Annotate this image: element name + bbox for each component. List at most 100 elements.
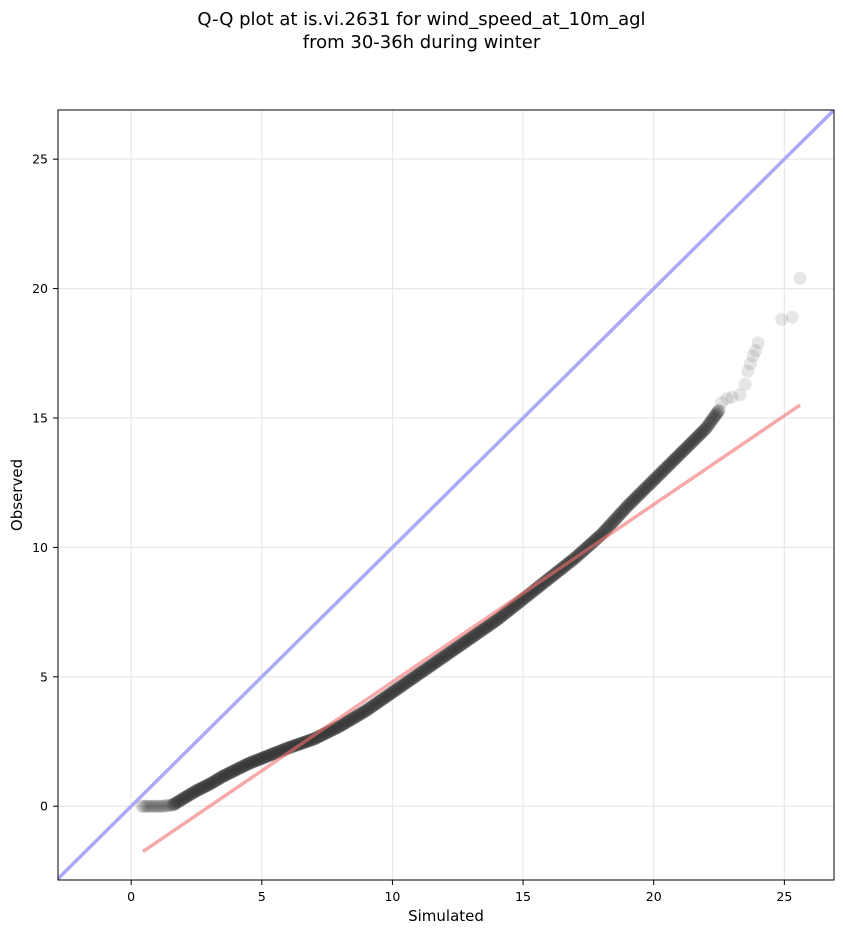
data-point: [374, 693, 388, 707]
data-point: [673, 447, 687, 461]
data-point: [255, 751, 269, 765]
data-point: [205, 776, 219, 790]
data-point: [385, 685, 399, 699]
data-point: [492, 611, 506, 625]
data-point: [584, 537, 598, 551]
data-point: [711, 405, 725, 419]
data-point: [619, 501, 633, 515]
data-point: [603, 518, 617, 532]
data-point: [480, 620, 494, 634]
data-point-tail: [749, 344, 763, 358]
data-point: [411, 668, 425, 682]
data-point: [179, 790, 193, 804]
data-point: [616, 504, 630, 518]
data-point: [265, 747, 279, 761]
data-point: [477, 622, 491, 636]
data-point: [695, 425, 709, 439]
data-point: [375, 692, 389, 706]
data-point-tail: [743, 357, 757, 371]
data-point: [203, 777, 217, 791]
x-tick-label-0: 0: [127, 889, 135, 904]
data-point: [613, 507, 627, 521]
data-point: [227, 764, 241, 778]
data-point: [219, 768, 233, 782]
data-point: [157, 799, 171, 813]
data-point: [169, 796, 183, 810]
data-point: [706, 411, 720, 425]
data-point: [641, 479, 655, 493]
data-point: [454, 638, 468, 652]
identity-line: [58, 110, 834, 880]
data-point: [674, 446, 688, 460]
data-point: [399, 676, 413, 690]
data-point: [167, 797, 181, 811]
data-point: [189, 784, 203, 798]
data-point: [418, 663, 432, 677]
data-point: [191, 783, 205, 797]
data-point: [621, 499, 635, 513]
data-point: [618, 502, 632, 516]
data-point: [407, 670, 421, 684]
data-point: [624, 495, 638, 509]
data-point: [346, 711, 360, 725]
data-point: [343, 713, 357, 727]
data-point: [175, 793, 189, 807]
data-point: [237, 759, 251, 773]
data-point: [240, 757, 254, 771]
data-point: [378, 691, 392, 705]
data-point: [682, 438, 696, 452]
data-point: [660, 460, 674, 474]
data-point: [369, 697, 383, 711]
data-point: [403, 673, 417, 687]
data-point: [664, 456, 678, 470]
data-point: [178, 790, 192, 804]
data-point: [329, 721, 343, 735]
data-point: [242, 757, 256, 771]
data-point: [601, 520, 615, 534]
data-point: [604, 517, 618, 531]
data-point: [166, 798, 180, 812]
data-point: [405, 672, 419, 686]
data-point: [140, 799, 154, 813]
chart-title: Q-Q plot at is.vi.2631 for wind_speed_at…: [0, 8, 843, 54]
data-point: [605, 516, 619, 530]
data-point: [424, 659, 438, 673]
data-point: [468, 628, 482, 642]
data-point: [251, 753, 265, 767]
data-point: [448, 642, 462, 656]
data-point: [539, 574, 553, 588]
data-point: [185, 786, 199, 800]
data-point: [608, 513, 622, 527]
data-point: [384, 687, 398, 701]
data-point: [446, 643, 460, 657]
data-point: [650, 470, 664, 484]
data-point: [336, 717, 350, 731]
data-point: [482, 619, 496, 633]
data-point: [643, 477, 657, 491]
data-point: [694, 426, 708, 440]
data-point: [449, 641, 463, 655]
data-point: [671, 449, 685, 463]
data-point: [500, 605, 514, 619]
data-point: [467, 629, 481, 643]
data-point: [226, 764, 240, 778]
data-point: [137, 799, 151, 813]
data-point: [137, 799, 151, 813]
data-point: [402, 674, 416, 688]
data-point: [650, 469, 664, 483]
data-point: [436, 650, 450, 664]
data-point: [412, 667, 426, 681]
data-point: [611, 509, 625, 523]
data-point: [454, 637, 468, 651]
data-point: [675, 445, 689, 459]
data-point: [387, 684, 401, 698]
data-point: [135, 799, 149, 813]
y-tick-label-20: 20: [32, 281, 48, 296]
data-point: [243, 756, 257, 770]
data-point: [268, 746, 282, 760]
data-point: [433, 652, 447, 666]
data-point: [234, 760, 248, 774]
data-point: [426, 657, 440, 671]
data-point: [217, 769, 231, 783]
data-point: [238, 758, 252, 772]
